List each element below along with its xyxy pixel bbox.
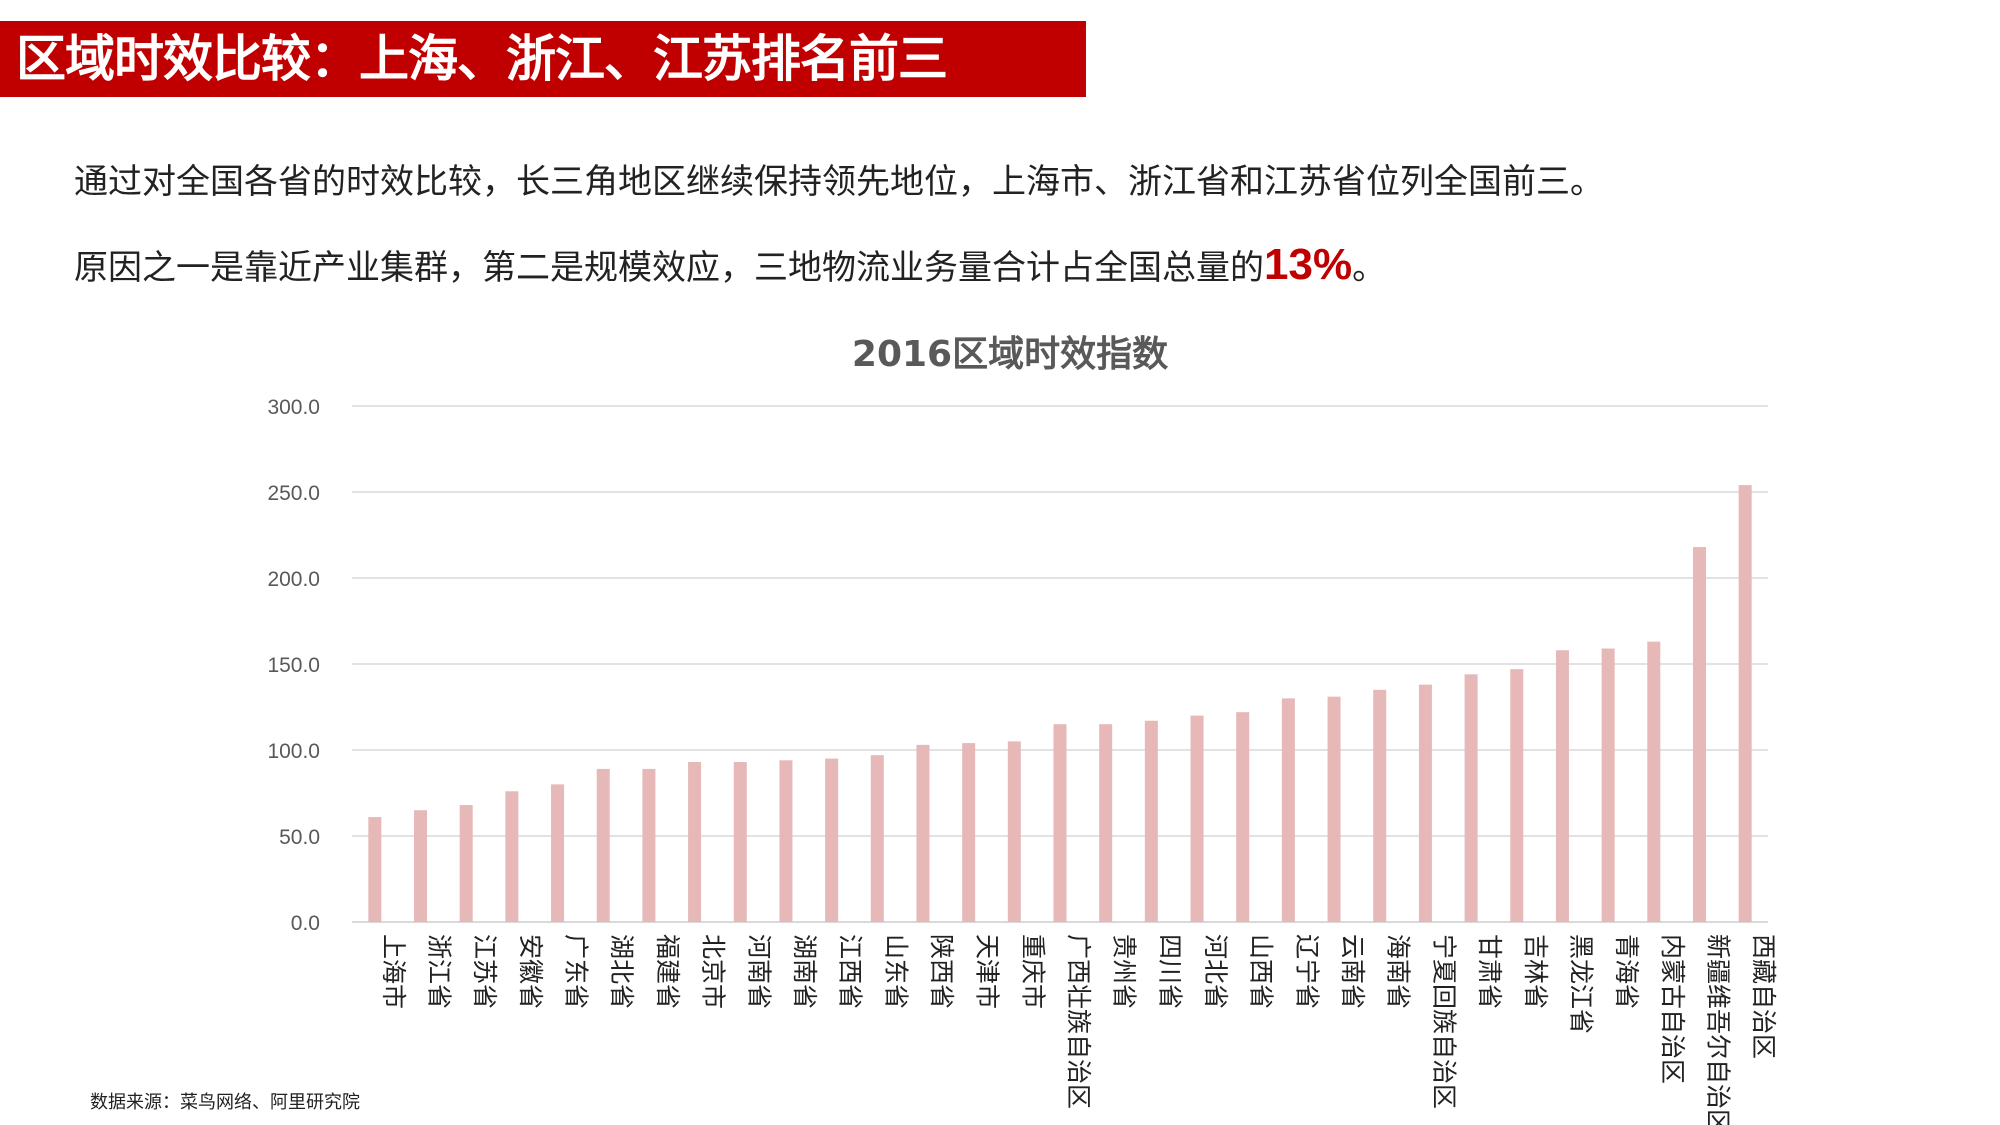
chart-title: 2016区域时效指数 <box>851 334 1169 375</box>
x-tick-label: 山西省 <box>1247 934 1276 1009</box>
bar <box>1053 724 1067 922</box>
y-tick-label: 50.0 <box>279 826 320 849</box>
x-tick-label: 上海市 <box>379 934 408 1009</box>
x-tick-label: 海南省 <box>1384 934 1413 1009</box>
y-tick-label: 150.0 <box>267 654 320 677</box>
x-tick-label: 河南省 <box>744 934 773 1009</box>
x-tick-label: 江西省 <box>836 934 865 1009</box>
bar <box>1601 648 1615 922</box>
x-tick-label: 西藏自治区 <box>1749 934 1778 1059</box>
x-tick-label: 山东省 <box>881 934 910 1009</box>
bar <box>1190 715 1204 922</box>
summary-highlight-percent: 13% <box>1264 240 1353 289</box>
bar <box>916 744 930 922</box>
bar <box>1007 741 1021 922</box>
x-tick-label: 贵州省 <box>1110 934 1139 1009</box>
bar <box>1418 684 1432 922</box>
page-title: 区域时效比较：上海、浙江、江苏排名前三 <box>16 30 948 88</box>
x-tick-label: 湖南省 <box>790 934 819 1009</box>
bar <box>1692 547 1706 922</box>
bar <box>1555 650 1569 922</box>
bar <box>1464 674 1478 922</box>
x-tick-label: 吉林省 <box>1521 934 1550 1009</box>
x-tick-label: 福建省 <box>653 934 682 1009</box>
x-tick-label: 安徽省 <box>516 934 545 1009</box>
bar <box>1236 712 1250 922</box>
x-tick-label: 江苏省 <box>470 934 499 1009</box>
bar <box>596 768 610 922</box>
bar <box>368 817 382 922</box>
bar <box>870 755 884 922</box>
y-tick-label: 300.0 <box>267 396 320 419</box>
x-tick-label: 河北省 <box>1201 934 1230 1009</box>
y-tick-label: 250.0 <box>267 482 320 505</box>
x-tick-label: 浙江省 <box>425 934 454 1009</box>
data-source-note: 数据来源：菜鸟网络、阿里研究院 <box>90 1092 360 1113</box>
x-tick-label: 内蒙古自治区 <box>1658 934 1687 1084</box>
x-tick-label: 陕西省 <box>927 934 956 1009</box>
bar <box>414 810 428 922</box>
bar <box>1373 689 1387 922</box>
x-tick-label: 甘肃省 <box>1475 934 1504 1009</box>
x-tick-label: 广东省 <box>562 934 591 1009</box>
x-tick-label: 宁夏回族自治区 <box>1429 934 1458 1109</box>
title-bar: 区域时效比较：上海、浙江、江苏排名前三 <box>0 21 1086 97</box>
y-tick-label: 0.0 <box>291 912 320 935</box>
x-tick-label: 湖北省 <box>607 934 636 1009</box>
x-tick-label: 辽宁省 <box>1292 934 1321 1009</box>
y-tick-label: 200.0 <box>267 568 320 591</box>
bar <box>825 758 839 922</box>
x-tick-label: 黑龙江省 <box>1566 934 1595 1034</box>
bar <box>551 784 565 922</box>
x-tick-label: 四川省 <box>1155 934 1184 1009</box>
bar <box>1647 641 1661 922</box>
bar <box>1738 485 1752 922</box>
x-tick-label: 云南省 <box>1338 934 1367 1009</box>
bar <box>459 805 473 922</box>
x-tick-label: 重庆市 <box>1018 934 1047 1009</box>
bar <box>1099 724 1113 922</box>
y-tick-label: 100.0 <box>267 740 320 763</box>
summary-line-2: 原因之一是靠近产业集群，第二是规模效应，三地物流业务量合计占全国总量的13%。 <box>74 243 1386 290</box>
bar <box>1281 698 1295 922</box>
x-tick-label: 新疆维吾尔自治区 <box>1703 934 1732 1125</box>
x-tick-label: 天津市 <box>973 934 1002 1009</box>
bar <box>1144 720 1158 922</box>
bar <box>1327 696 1341 922</box>
x-tick-label: 北京市 <box>699 934 728 1009</box>
bar <box>1510 669 1524 922</box>
bar <box>779 760 793 922</box>
bar <box>733 762 747 922</box>
x-tick-label: 广西壮族自治区 <box>1064 934 1093 1109</box>
summary-line-2-end: 。 <box>1352 248 1387 288</box>
x-tick-label: 青海省 <box>1612 934 1641 1009</box>
bar <box>505 791 519 922</box>
bar <box>642 768 656 922</box>
bar <box>962 743 976 922</box>
summary-line-2-text: 原因之一是靠近产业集群，第二是规模效应，三地物流业务量合计占全国总量的 <box>74 248 1264 288</box>
summary-line-1: 通过对全国各省的时效比较，长三角地区继续保持领先地位，上海市、浙江省和江苏省位列… <box>74 162 1604 202</box>
bar <box>688 762 702 922</box>
